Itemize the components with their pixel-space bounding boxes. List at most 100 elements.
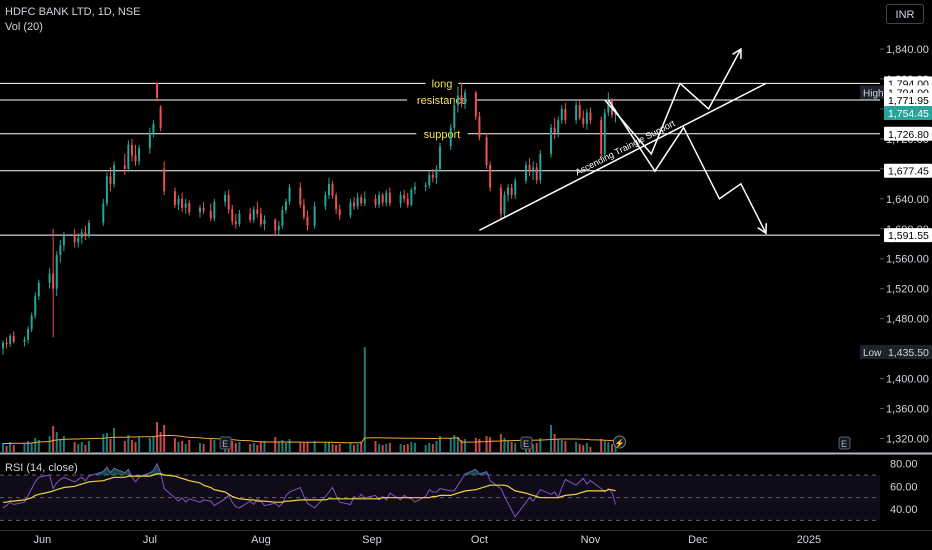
time-axis-label: Jul bbox=[143, 534, 157, 546]
candle-body bbox=[578, 105, 581, 118]
candle-body bbox=[385, 192, 388, 203]
candle bbox=[77, 233, 80, 248]
volume-bar bbox=[252, 443, 255, 452]
candle-body bbox=[374, 198, 377, 205]
price-badge-value: 1,754.45 bbox=[888, 108, 929, 120]
rsi-axis-label: 60.00 bbox=[890, 481, 918, 493]
candle bbox=[478, 111, 481, 141]
volume-bar bbox=[485, 436, 488, 452]
candle bbox=[159, 105, 162, 132]
rsi-ma-line bbox=[3, 473, 616, 503]
volume-bar bbox=[507, 441, 510, 452]
candle-body bbox=[148, 132, 151, 148]
volume-bar bbox=[338, 444, 341, 452]
candle bbox=[338, 204, 341, 220]
volume-bar bbox=[306, 442, 309, 452]
candle bbox=[424, 182, 427, 192]
candle-body bbox=[163, 168, 166, 192]
candle bbox=[413, 182, 416, 195]
volume-bar bbox=[109, 439, 112, 452]
candle-body bbox=[607, 99, 610, 113]
candle-body bbox=[378, 195, 381, 205]
price-badge bbox=[884, 92, 932, 107]
candle-body bbox=[213, 201, 216, 219]
candle bbox=[188, 200, 191, 216]
volume-bar bbox=[5, 446, 8, 452]
volume-bar bbox=[564, 441, 567, 452]
volume-bar bbox=[84, 445, 87, 452]
candle bbox=[62, 231, 65, 252]
candle-body bbox=[507, 187, 510, 196]
candle-body bbox=[299, 187, 302, 205]
candle-body bbox=[48, 273, 51, 283]
candle-body bbox=[424, 185, 427, 187]
volume-bar bbox=[48, 436, 51, 452]
candle-body bbox=[428, 174, 431, 186]
volume-bar bbox=[532, 444, 535, 452]
candle bbox=[184, 198, 187, 214]
volume-bar bbox=[299, 442, 302, 452]
volume-bar bbox=[113, 428, 116, 452]
volume-indicator-title: Vol (20) bbox=[5, 21, 43, 33]
candle bbox=[152, 120, 155, 138]
candle bbox=[281, 206, 284, 229]
volume-bar bbox=[284, 443, 287, 452]
candle-body bbox=[600, 120, 603, 154]
candle bbox=[34, 292, 37, 319]
volume-bar bbox=[34, 438, 37, 452]
volume-bar bbox=[378, 444, 381, 452]
volume-bar bbox=[439, 436, 441, 452]
candle-body bbox=[113, 165, 116, 184]
candle-body bbox=[102, 203, 105, 223]
volume-bar bbox=[202, 444, 205, 452]
price-badge-tag bbox=[860, 85, 884, 100]
candle bbox=[449, 123, 452, 151]
volume-bar bbox=[87, 441, 90, 452]
candle-body bbox=[5, 342, 8, 345]
volume-bar bbox=[453, 435, 456, 452]
volume-bar bbox=[313, 441, 316, 452]
trendline bbox=[479, 82, 767, 231]
candle bbox=[148, 127, 151, 154]
volume-bar bbox=[52, 426, 55, 452]
candle bbox=[388, 187, 391, 207]
lightning-icon bbox=[613, 435, 627, 449]
volume-bar bbox=[603, 441, 606, 452]
volume-bar bbox=[464, 439, 467, 452]
candle-body bbox=[474, 92, 477, 117]
rsi-line bbox=[2, 462, 616, 518]
volume-bar bbox=[184, 444, 187, 452]
candle bbox=[564, 102, 567, 124]
volume-bar bbox=[610, 444, 613, 452]
volume-bar bbox=[478, 439, 481, 452]
candle bbox=[600, 116, 603, 158]
volume-bar bbox=[274, 437, 277, 452]
price-badge bbox=[884, 344, 932, 359]
candle bbox=[306, 210, 309, 231]
candle bbox=[256, 201, 259, 218]
candle-body bbox=[209, 210, 212, 219]
candle bbox=[360, 194, 363, 207]
currency-button[interactable]: INR bbox=[886, 4, 924, 24]
candle-body bbox=[73, 236, 76, 243]
candle bbox=[335, 192, 338, 214]
candle bbox=[313, 201, 316, 229]
candle bbox=[374, 194, 377, 208]
candle bbox=[356, 192, 359, 210]
candle bbox=[259, 207, 262, 228]
candle bbox=[363, 191, 366, 207]
volume-bar bbox=[514, 443, 517, 452]
volume-bar bbox=[281, 440, 284, 452]
candle bbox=[578, 99, 581, 121]
candle bbox=[224, 191, 227, 207]
candle-body bbox=[9, 335, 12, 345]
candle-body bbox=[575, 105, 578, 121]
level-label-bg bbox=[416, 126, 468, 140]
candle bbox=[524, 161, 527, 184]
candle bbox=[284, 198, 287, 214]
candle bbox=[274, 218, 277, 237]
volume-bar bbox=[231, 441, 234, 452]
candle bbox=[263, 215, 266, 231]
candle-body bbox=[87, 222, 90, 237]
